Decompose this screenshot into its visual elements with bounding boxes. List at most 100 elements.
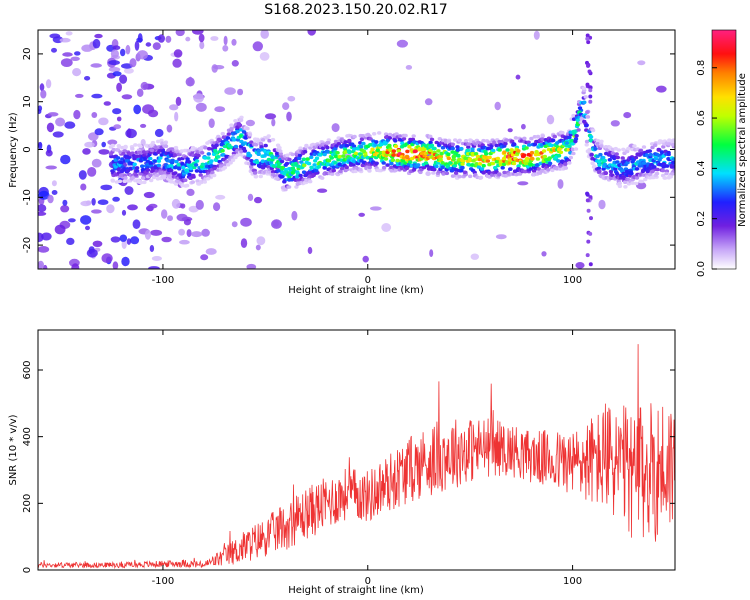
spectrogram-cell — [585, 192, 590, 197]
spectrogram-cell — [650, 169, 655, 174]
spectrogram-cell — [467, 142, 472, 146]
spectrogram-cell — [284, 161, 290, 166]
spectrogram-cell — [191, 231, 203, 238]
spectrogram-cell — [550, 168, 555, 173]
spectrogram-cell — [615, 155, 620, 160]
spectrogram-cell — [225, 136, 231, 140]
spectrogram-cell — [119, 234, 128, 242]
spectrogram-cell — [479, 167, 485, 171]
spectrogram-cell — [148, 203, 158, 209]
spectrogram-cell — [584, 143, 589, 147]
spectrogram-cell — [123, 144, 128, 149]
spectrogram-cell — [533, 30, 540, 40]
spectrogram-cell — [307, 246, 313, 255]
spectrogram-cell — [132, 162, 137, 167]
spectrogram-cell — [481, 163, 486, 168]
spectrogram-cell — [194, 159, 200, 163]
spectrogram-cell — [639, 152, 644, 156]
spectrogram-cell — [508, 158, 513, 162]
spectrogram-cell — [186, 188, 195, 196]
spectrogram-cell — [212, 173, 217, 178]
spectrogram-cell — [585, 36, 590, 41]
spectrogram-cell — [541, 251, 547, 257]
spectrogram-cell — [549, 143, 554, 148]
spectrogram-cell — [450, 174, 456, 178]
spectrogram-cell — [247, 132, 253, 137]
snr-frame — [37, 329, 676, 571]
spectrogram-cell — [396, 149, 401, 153]
spectrogram-cell — [203, 145, 208, 150]
spectrogram-cell — [51, 190, 58, 195]
spectrogram-cell — [229, 123, 234, 127]
spectrogram-cell — [361, 149, 367, 154]
spectrogram-cell — [526, 140, 531, 145]
spectrogram-cell — [128, 166, 133, 171]
spectrogram-cell — [476, 165, 482, 169]
spectrogram-cell — [55, 117, 66, 127]
spectrogram-cell — [144, 229, 151, 240]
spectrogram-cell — [215, 194, 226, 200]
spectrogram-cell — [90, 63, 102, 68]
spectrogram-cell — [588, 85, 593, 90]
spectrogram-cell — [133, 143, 138, 147]
spectrogram-cell — [339, 145, 344, 149]
spectrogram-cell — [413, 149, 418, 153]
spectrogram-cell — [524, 156, 530, 161]
spectrogram-cell — [177, 152, 182, 157]
spectrogram-cell — [582, 100, 587, 105]
spectrogram-cell — [457, 174, 462, 179]
spectrogram-cell — [440, 165, 445, 170]
spectrogram-cell — [148, 173, 153, 177]
spectrogram-cell — [233, 119, 238, 123]
spectrogram-cell — [396, 39, 408, 48]
spectrogram-cell — [381, 223, 392, 232]
spectrogram-cell — [557, 179, 564, 189]
spectrogram-cell — [214, 143, 219, 147]
spectrogram-cell — [352, 134, 357, 139]
spectrogram-cell — [175, 96, 182, 106]
spectrogram-cell — [425, 171, 431, 177]
spectrogram-cell — [290, 152, 295, 157]
spectrogram-cell — [400, 158, 406, 163]
spectrogram-cell — [635, 181, 647, 190]
spectrogram-cell — [173, 145, 179, 150]
spectrogram-cell — [98, 117, 109, 126]
spectrogram-cell — [655, 167, 660, 172]
spectrogram-cell — [70, 56, 80, 61]
spectrogram-cell — [361, 141, 366, 146]
spectrogram-cell — [477, 157, 483, 162]
spectrogram-cell — [584, 139, 590, 144]
spectrogram-ytick-label: 0 — [22, 146, 33, 152]
spectrogram-cell — [84, 76, 91, 81]
spectrogram-cell — [444, 171, 450, 176]
spectrogram-cell — [563, 162, 568, 166]
spectrogram-cell — [84, 141, 95, 148]
spectrogram-cell — [650, 145, 655, 150]
spectrogram-cell — [576, 128, 581, 132]
spectrogram-cell — [405, 149, 410, 154]
spectrogram-cell — [374, 140, 379, 144]
spectrogram-cell — [336, 142, 341, 146]
spectrogram-cell — [124, 186, 134, 195]
snr-axes: -100 0 100 0 200 400 600 — [22, 330, 675, 587]
spectrogram-cell — [393, 168, 398, 173]
spectrogram-cell — [495, 234, 507, 240]
spectrogram-cell — [119, 74, 128, 84]
spectrogram-cell — [471, 159, 476, 163]
spectrogram-cell — [149, 148, 155, 153]
spectrogram-cell — [302, 163, 307, 167]
spectrogram-cell — [440, 161, 445, 165]
spectrogram-cell — [574, 134, 579, 138]
spectrogram-cell — [297, 153, 303, 158]
spectrogram-cell — [220, 148, 225, 153]
spectrogram-cell — [347, 138, 352, 143]
snr-ytick-label: 400 — [22, 427, 33, 446]
spectrogram-cell — [522, 136, 527, 141]
spectrogram-cell — [358, 167, 363, 172]
spectrogram-cell — [610, 151, 615, 155]
spectrogram-cell — [601, 167, 606, 171]
spectrogram-cell — [647, 149, 652, 153]
spectrogram-cell — [242, 149, 248, 153]
spectrogram-cell — [195, 179, 200, 183]
spectrogram-cell — [283, 187, 288, 192]
